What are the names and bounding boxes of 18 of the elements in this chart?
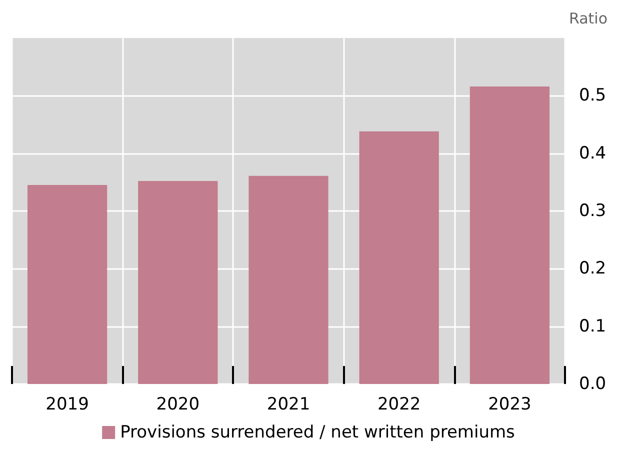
bar — [470, 86, 550, 384]
y-tick-label: 0.1 — [579, 316, 606, 336]
legend-label: Provisions surrendered / net written premiums — [120, 422, 516, 442]
x-tick-label: 2022 — [377, 394, 421, 414]
x-tick-label: 2019 — [46, 394, 89, 414]
x-tick-label: 2023 — [488, 394, 532, 414]
y-tick-label: 0.3 — [579, 201, 606, 221]
y-tick-label: 0.2 — [579, 258, 606, 279]
x-tick-label: 2021 — [266, 394, 310, 414]
x-tick-label: 2020 — [156, 394, 200, 414]
y-axis-title: Ratio — [569, 10, 608, 28]
bar — [248, 176, 328, 384]
bar — [138, 181, 218, 384]
y-tick-label: 0.4 — [579, 143, 606, 164]
bar — [27, 185, 108, 384]
bar — [359, 131, 439, 384]
y-tick-label: 0.0 — [579, 374, 606, 394]
y-tick-label: 0.5 — [579, 86, 606, 106]
